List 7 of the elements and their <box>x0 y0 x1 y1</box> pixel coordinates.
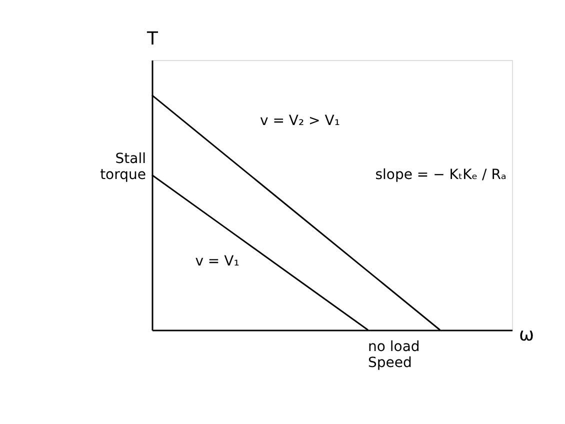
text: Stall torque <box>100 150 146 183</box>
annotation: v = V₂ > V₁ <box>260 113 340 129</box>
annotation: slope = − KₜKₑ / Rₐ <box>375 167 506 183</box>
y-axis-title: T <box>146 28 159 50</box>
annotation: v = V₁ <box>195 253 240 270</box>
x-axis-title: ω <box>518 324 534 346</box>
text: no load Speed <box>368 339 420 371</box>
